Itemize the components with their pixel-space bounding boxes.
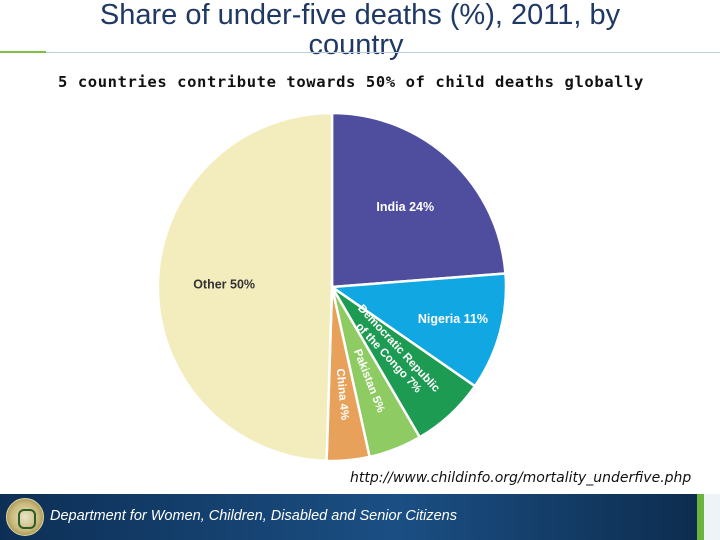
pie-label-india: India 24% <box>376 200 434 214</box>
source-url: http://www.childinfo.org/mortality_under… <box>350 470 692 486</box>
pie-slice-india <box>330 111 507 289</box>
footer-bar: Department for Women, Children, Disabled… <box>0 494 720 540</box>
pie-slice-nigeria <box>328 272 508 388</box>
title-divider <box>46 52 720 53</box>
pie-label-other: Other 50% <box>193 278 255 292</box>
government-emblem-icon <box>6 498 44 536</box>
pie-slices <box>156 111 508 463</box>
pie-slice-other <box>156 111 334 463</box>
pie-label-china: China 4% <box>334 368 351 421</box>
slide-title-line-1: Share of under-five deaths (%), 2011, by <box>99 0 621 31</box>
pie-label-nigeria: Nigeria 11% <box>418 312 488 326</box>
footer-department-name: Department for Women, Children, Disabled… <box>50 508 457 524</box>
chart-subtitle: 5 countries contribute towards 50% of ch… <box>58 73 644 91</box>
footer-green-stripe <box>697 494 704 540</box>
title-accent-bar <box>0 51 46 53</box>
footer-white-stripe <box>704 494 720 540</box>
slide-title-line-2: country <box>308 29 404 61</box>
pie-chart: India 24%Nigeria 11%Democratic Republico… <box>156 111 508 463</box>
